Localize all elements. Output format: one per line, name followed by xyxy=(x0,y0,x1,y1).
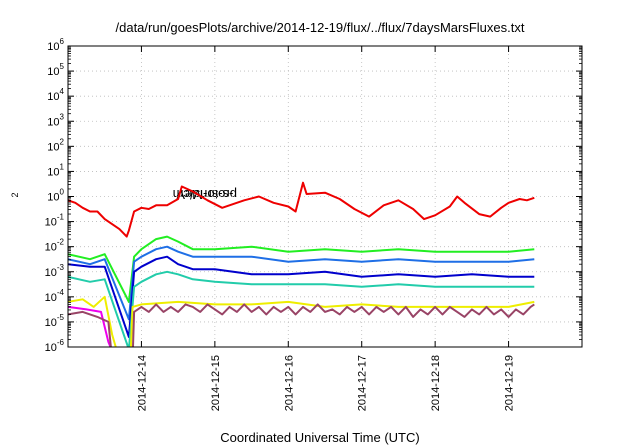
y-tick-label: 103 xyxy=(47,112,64,128)
series-line-1 xyxy=(68,181,535,238)
y-tick-label: 10-1 xyxy=(45,213,65,229)
series-line-7 xyxy=(68,305,112,347)
x-tick-label: 2014-12-15 xyxy=(210,355,222,411)
y-tick-label: 10-4 xyxy=(45,288,65,304)
chart-title: /data/run/goesPlots/archive/2014-12-19/f… xyxy=(115,20,525,35)
x-tick-label: 2014-12-19 xyxy=(504,355,516,411)
grid xyxy=(68,46,582,347)
x-tick-label: 2014-12-16 xyxy=(283,355,295,411)
series-line-5 xyxy=(68,270,535,347)
series-line-3 xyxy=(68,245,535,321)
series-line-6 xyxy=(68,295,535,347)
y-tick-label: 105 xyxy=(47,62,64,78)
y-tick-label: 106 xyxy=(47,37,64,53)
x-tick-label: 2014-12-14 xyxy=(136,355,148,411)
y-tick-label: 10-6 xyxy=(45,338,65,354)
y-tick-label: 100 xyxy=(47,188,64,204)
x-tick-label: 2014-12-18 xyxy=(430,355,442,411)
series-lines xyxy=(68,181,535,347)
series-line-4 xyxy=(68,255,535,338)
y-tick-label: 10-3 xyxy=(45,263,65,279)
series-line-2 xyxy=(68,235,535,303)
axis-ticks: 10-6 10-5 10-4 10-3 10-2 10-1 100 101 102 103 104 1… xyxy=(45,37,582,411)
y-tick-label: 10-2 xyxy=(45,238,65,254)
series-line-8 xyxy=(68,303,535,347)
x-axis-label: Coordinated Universal Time (UTC) xyxy=(220,430,420,445)
y-tick-label: 104 xyxy=(47,87,64,103)
y-tick-label: 101 xyxy=(47,162,64,178)
y-tick-label: 102 xyxy=(47,137,64,153)
x-tick-label: 2014-12-17 xyxy=(357,355,369,411)
y-tick-label: 10-5 xyxy=(45,313,65,329)
